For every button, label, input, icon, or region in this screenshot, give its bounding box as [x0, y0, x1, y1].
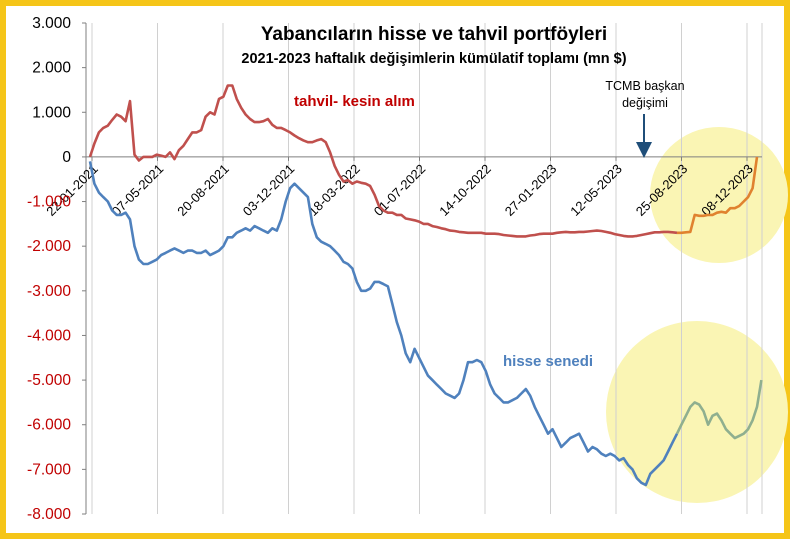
- series-line-hisse-highlight: [675, 379, 763, 440]
- series-line-hisse: [88, 161, 679, 487]
- highlight-circle-hisse: [606, 321, 788, 503]
- y-tick-label: -7.000: [27, 461, 71, 478]
- series-line-tahvil-highlight: [677, 156, 759, 235]
- y-tick-label: 0: [62, 149, 71, 166]
- annotation-hisse: hisse senedi: [503, 353, 593, 370]
- y-tick-label: 1.000: [32, 104, 71, 121]
- annotation-tcmb-line1: TCMB başkan: [605, 79, 684, 93]
- y-tick-label: -8.000: [27, 506, 71, 523]
- y-tick-label: -1.000: [27, 194, 71, 211]
- highlight-circle-tahvil: [650, 127, 788, 263]
- y-tick-label: -3.000: [27, 283, 71, 300]
- series-line-tahvil: [88, 84, 678, 238]
- y-tick-label: -6.000: [27, 417, 71, 434]
- annotation-tcmb-line2: değişimi: [622, 96, 668, 110]
- y-tick-label: -5.000: [27, 372, 71, 389]
- y-tick-label: -4.000: [27, 327, 71, 344]
- annotation-tahvil: tahvil- kesin alım: [294, 93, 415, 110]
- chart-subtitle: 2021-2023 haftalık değişimlerin kümülati…: [241, 51, 626, 67]
- y-tick-label: 2.000: [32, 60, 71, 77]
- y-tick-label: -2.000: [27, 238, 71, 255]
- y-tick-label: 3.000: [32, 15, 71, 32]
- chart-title: Yabancıların hisse ve tahvil portföyleri: [261, 24, 607, 45]
